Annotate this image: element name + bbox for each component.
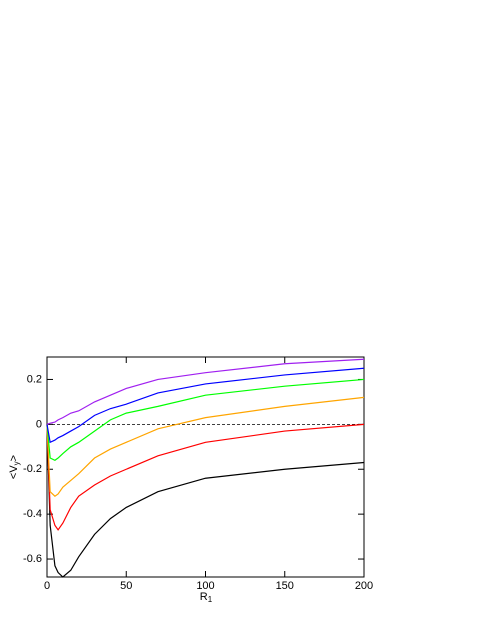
series-line — [46, 358, 365, 425]
y-tick-label: -0.2 — [23, 463, 42, 475]
series-line — [46, 367, 365, 444]
x-tick-label: 150 — [276, 580, 294, 592]
x-tick-label: 200 — [355, 580, 373, 592]
y-tick-label: -0.6 — [23, 553, 42, 565]
y-label-sub: y — [12, 461, 21, 465]
x-label-base: R — [200, 591, 208, 603]
series-line — [46, 423, 365, 531]
x-label-sub: 1 — [208, 595, 213, 604]
y-label-open: <V — [8, 465, 20, 479]
y-tick-label: -0.4 — [23, 508, 42, 520]
series-line — [46, 396, 365, 497]
x-axis-label: R1 — [200, 591, 213, 604]
x-tick-label: 0 — [44, 580, 50, 592]
x-tick-label: 50 — [120, 580, 132, 592]
y-tick-label: 0 — [36, 418, 42, 430]
y-label-close: > — [8, 455, 20, 461]
x-tick-label: 100 — [196, 580, 214, 592]
y-axis-label: <Vy> — [8, 455, 21, 479]
y-tick-label: 0.2 — [27, 373, 42, 385]
series-line — [46, 424, 365, 578]
series-line — [46, 378, 365, 461]
